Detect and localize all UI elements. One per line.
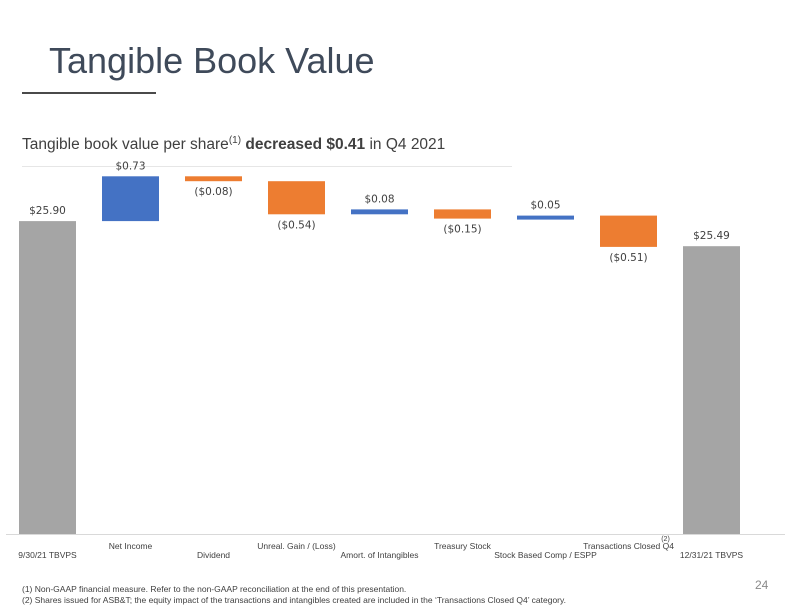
bar-2 (185, 176, 242, 182)
bar-1 (102, 176, 159, 222)
value-label-0: $25.90 (29, 205, 66, 217)
category-label-6: Stock Based Comp / ESPP (494, 550, 597, 560)
category-label-1: Net Income (109, 541, 153, 551)
footnote-2: (2) Shares issued for ASB&T; the equity … (22, 595, 566, 605)
headline-text: Tangible book value per share (22, 136, 229, 154)
value-label-6: $0.05 (530, 200, 560, 212)
bar-7 (600, 215, 657, 247)
value-label-1: $0.73 (115, 160, 145, 172)
category-label-5: Treasury Stock (434, 541, 492, 551)
footnotes: (1) Non-GAAP financial measure. Refer to… (22, 584, 566, 606)
value-label-8: $25.49 (693, 230, 730, 242)
category-label-7: Transactions Closed Q4 (583, 541, 674, 551)
category-footnote-ref-7: (2) (661, 536, 670, 543)
category-label-2: Dividend (197, 550, 230, 560)
page-title: Tangible Book Value (49, 40, 375, 81)
headline-divider (22, 166, 512, 167)
bar-6 (517, 215, 574, 220)
footnote-1: (1) Non-GAAP financial measure. Refer to… (22, 584, 407, 594)
value-label-4: $0.08 (364, 193, 394, 205)
category-label-0: 9/30/21 TBVPS (18, 550, 77, 560)
bar-0 (19, 221, 76, 534)
headline-emphasis: decreased $0.41 (245, 136, 366, 154)
value-label-2: ($0.08) (194, 186, 232, 198)
category-label-3: Unreal. Gain / (Loss) (257, 541, 336, 551)
page-number: 24 (755, 578, 769, 592)
title-underline (22, 92, 156, 94)
category-label-8: 12/31/21 TBVPS (680, 550, 743, 560)
category-label-4: Amort. of Intangibles (341, 550, 419, 560)
headline-footnote-ref: (1) (228, 135, 242, 146)
bar-8 (683, 246, 740, 534)
bar-3 (268, 181, 325, 215)
value-label-3: ($0.54) (277, 219, 315, 231)
headline-suffix: in Q4 2021 (365, 136, 446, 154)
chart-headline: Tangible book value per share(1) decreas… (22, 131, 492, 155)
bar-5 (434, 209, 491, 219)
value-label-5: ($0.15) (443, 224, 481, 236)
value-label-7: ($0.51) (609, 252, 647, 264)
bar-4 (351, 209, 408, 215)
